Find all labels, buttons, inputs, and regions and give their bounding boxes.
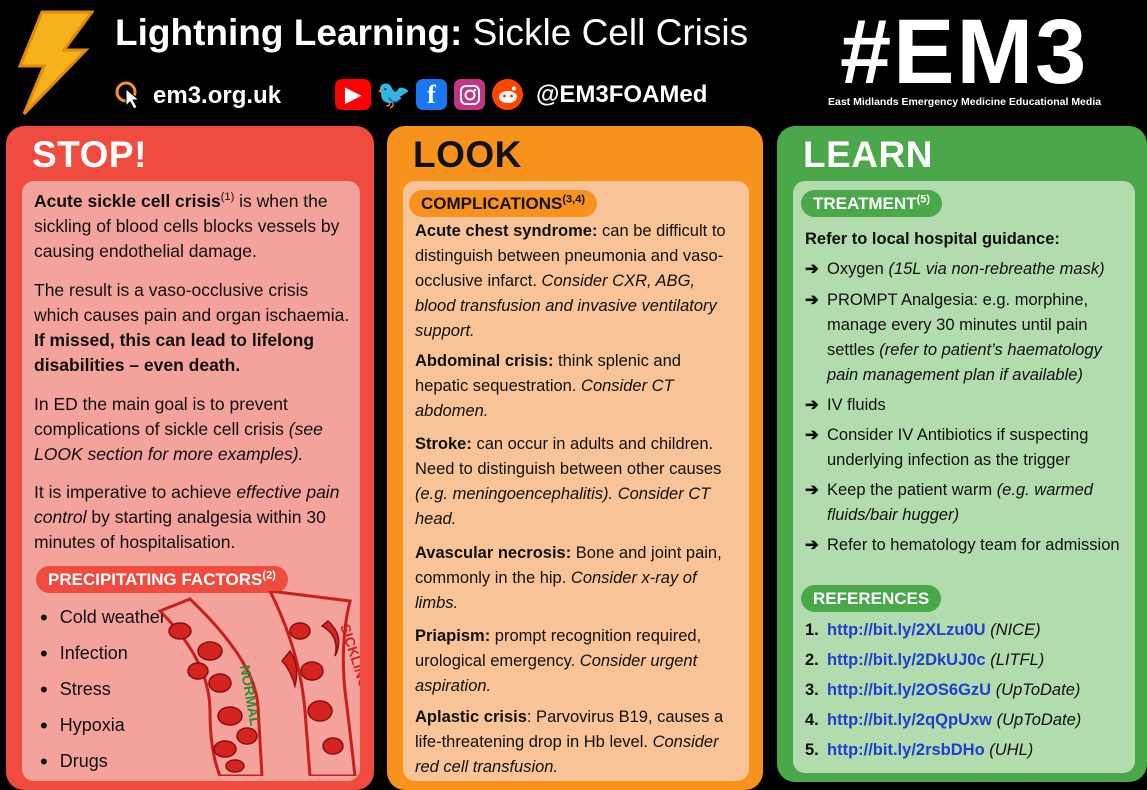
complication-item: Stroke: can occur in adults and children… <box>415 435 722 528</box>
facebook-icon[interactable]: f <box>416 79 447 110</box>
treatment-item: ➔ Consider IV Antibiotics if suspecting u… <box>805 423 1127 473</box>
stop-paragraph-4: It is imperative to achieve effective pa… <box>34 482 340 552</box>
complication-item: Abdominal crisis: think splenic and hepa… <box>415 352 681 420</box>
reference-link[interactable]: http://bit.ly/2XLzu0U <box>827 621 986 639</box>
arrow-right-icon: ➔ <box>805 396 819 414</box>
treatment-item: ➔ PROMPT Analgesia: e.g. morphine, manage… <box>805 288 1127 388</box>
treatment-item: ➔ Refer to hematology team for admission <box>805 533 1127 558</box>
reference-link[interactable]: http://bit.ly/2qQpUxw <box>827 711 992 729</box>
precipitating-factors-pill: PRECIPITATING FACTORS(2) <box>36 566 288 593</box>
look-content: COMPLICATIONS(3,4) Acute chest syndrome:… <box>403 181 749 781</box>
references-pill: REFERENCES <box>801 585 942 612</box>
complication-item: Priapism: prompt recognition required, u… <box>415 627 702 695</box>
arrow-right-icon: ➔ <box>805 291 819 309</box>
reference-link[interactable]: http://bit.ly/2OS6GzU <box>827 681 992 699</box>
learn-content: TREATMENT(5) Refer to local hospital gui… <box>793 181 1135 773</box>
reference-item: 5. http://bit.ly/2rsbDHo (UHL) <box>805 741 1034 759</box>
reference-item: 4. http://bit.ly/2qQpUxw (UpToDate) <box>805 711 1082 729</box>
look-heading: LOOK <box>413 134 522 175</box>
stop-paragraph-1: Acute sickle cell crisis(1) is when the … <box>34 191 340 261</box>
twitter-icon[interactable]: 🐦 <box>376 79 411 110</box>
blood-vessel-illustration: NORMAL SICKLING <box>157 591 360 776</box>
arrow-right-icon: ➔ <box>805 260 819 278</box>
complication-item: Avascular necrosis: Bone and joint pain,… <box>415 544 722 612</box>
reference-item: 1. http://bit.ly/2XLzu0U (NICE) <box>805 621 1041 639</box>
social-handle[interactable]: @EM3FOAMed <box>536 80 708 108</box>
social-links: ▶ 🐦 f @EM3FOAMed <box>335 79 707 110</box>
reference-link[interactable]: http://bit.ly/2rsbDHo <box>827 741 985 759</box>
lightning-icon <box>17 10 94 115</box>
treatment-item: ➔ Oxygen (15L via non-rebreathe mask) <box>805 257 1127 282</box>
stop-paragraph-3: In ED the main goal is to prevent compli… <box>34 394 323 464</box>
stop-paragraph-2: The result is a vaso-occlusive crisis wh… <box>34 280 350 375</box>
list-item: Cold weather <box>40 599 166 635</box>
complication-item: Acute chest syndrome: can be difficult t… <box>415 222 726 340</box>
treatment-intro: Refer to local hospital guidance: <box>805 230 1060 248</box>
learn-heading: LEARN <box>803 134 933 175</box>
precipitating-factors-list: Cold weather Infection Stress Hypoxia Dr… <box>40 599 166 779</box>
em3-logo-subtitle: East Midlands Emergency Medicine Educati… <box>828 96 1102 108</box>
pointer-click-icon <box>115 81 141 110</box>
instagram-icon[interactable] <box>454 79 485 110</box>
list-item: Hypoxia <box>40 707 166 743</box>
header: Lightning Learning: Sickle Cell Crisis e… <box>0 0 1147 120</box>
stop-content: Acute sickle cell crisis(1) is when the … <box>22 181 360 781</box>
em3-logo: #EM3 <box>840 1 1089 103</box>
list-item: Drugs <box>40 743 166 779</box>
reddit-icon[interactable] <box>492 79 523 110</box>
look-panel: LOOK COMPLICATIONS(3,4) Acute chest synd… <box>387 126 763 790</box>
treatment-item: ➔ IV fluids <box>805 393 1127 418</box>
arrow-right-icon: ➔ <box>805 426 819 444</box>
page-title: Lightning Learning: Sickle Cell Crisis <box>115 12 749 53</box>
arrow-right-icon: ➔ <box>805 481 819 499</box>
treatment-item: ➔ Keep the patient warm (e.g. warmed flui… <box>805 478 1127 528</box>
reference-item: 2. http://bit.ly/2DkUJ0c (LITFL) <box>805 651 1045 669</box>
learn-panel: LEARN TREATMENT(5) Refer to local hospit… <box>777 126 1147 782</box>
youtube-icon[interactable]: ▶ <box>335 79 371 110</box>
treatment-pill: TREATMENT(5) <box>801 190 943 217</box>
arrow-right-icon: ➔ <box>805 536 819 554</box>
complication-item: Aplastic crisis: Parvovirus B19, causes … <box>415 708 724 776</box>
stop-panel: STOP! Acute sickle cell crisis(1) is whe… <box>6 126 374 790</box>
list-item: Infection <box>40 635 166 671</box>
list-item: Stress <box>40 671 166 707</box>
complications-pill: COMPLICATIONS(3,4) <box>409 190 597 217</box>
reference-item: 3. http://bit.ly/2OS6GzU (UpToDate) <box>805 681 1081 699</box>
stop-heading: STOP! <box>32 134 147 175</box>
reference-link[interactable]: http://bit.ly/2DkUJ0c <box>827 651 986 669</box>
website-link[interactable]: em3.org.uk <box>115 78 281 114</box>
